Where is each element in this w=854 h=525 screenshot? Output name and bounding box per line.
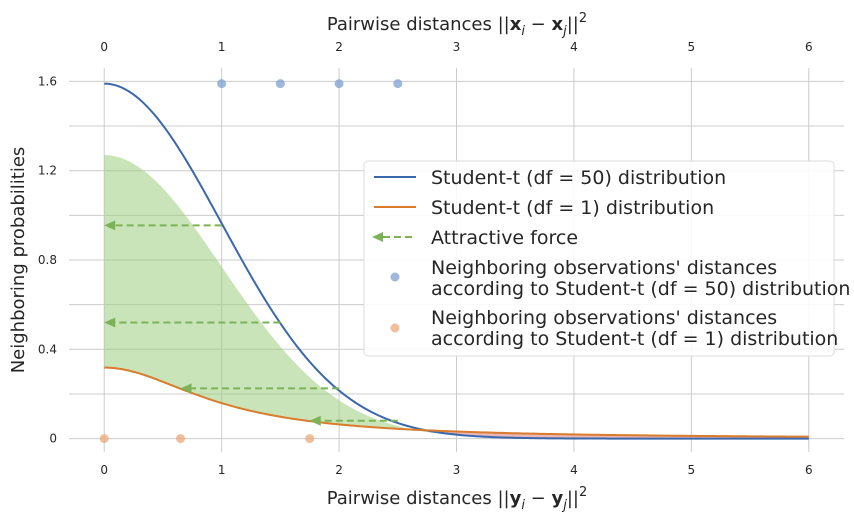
x-axis-bottom-title: Pairwise distances ||yi − yj||2 bbox=[327, 485, 588, 513]
series-line-df50 bbox=[104, 82, 809, 440]
scatter-point-dots_orange-1 bbox=[176, 434, 186, 444]
legend-label-dots1-line2: according to Student-t (df = 1) distribu… bbox=[431, 328, 838, 350]
x-tick-top-0: 0 bbox=[100, 40, 108, 54]
legend-label-dots50-line2: according to Student-t (df = 50) distrib… bbox=[431, 278, 850, 300]
x-tick-bottom-6: 6 bbox=[805, 463, 813, 477]
scatter-point-dots_orange-2 bbox=[305, 434, 315, 444]
y-tick-1.6: 1.6 bbox=[38, 74, 57, 88]
x-tick-top-5: 5 bbox=[688, 40, 696, 54]
x-axis-top-title: Pairwise distances ||xi − xj||2 bbox=[327, 11, 587, 39]
observation-dots bbox=[99, 79, 403, 444]
distribution-curves bbox=[104, 82, 809, 440]
legend-swatch-force-arrowhead bbox=[372, 232, 383, 242]
x-tick-bottom-0: 0 bbox=[100, 463, 108, 477]
x-tick-bottom-5: 5 bbox=[688, 463, 696, 477]
scatter-point-dots_blue-1 bbox=[275, 79, 285, 89]
scatter-point-dots_blue-3 bbox=[393, 79, 403, 89]
y-tick-1.2: 1.2 bbox=[38, 164, 57, 178]
x-tick-bottom-1: 1 bbox=[218, 463, 226, 477]
legend-label-dots1-line1: Neighboring observations' distances bbox=[431, 307, 777, 329]
x-tick-top-4: 4 bbox=[570, 40, 578, 54]
legend-box bbox=[363, 160, 835, 357]
force-arrowhead-3 bbox=[309, 415, 321, 426]
attractive-force-arrows bbox=[104, 220, 398, 426]
force-arrowhead-2 bbox=[180, 383, 192, 394]
legend: Student-t (df = 50) distribution Student… bbox=[363, 160, 850, 357]
y-tick-0.8: 0.8 bbox=[38, 253, 57, 267]
legend-label-force: Attractive force bbox=[431, 227, 578, 249]
tick-labels: 0 0 1 1 2 2 3 3 4 4 5 5 6 6 0 0.4 0.8 1.2 1.6 bbox=[38, 40, 813, 477]
y-axis-title: Neighboring probabilities bbox=[8, 147, 29, 374]
y-tick-0.4: 0.4 bbox=[38, 342, 57, 356]
scatter-point-dots_orange-0 bbox=[99, 434, 109, 444]
scatter-point-dots_blue-2 bbox=[334, 79, 344, 89]
legend-label-dots50-line1: Neighboring observations' distances bbox=[431, 257, 777, 279]
legend-label-df1: Student-t (df = 1) distribution bbox=[431, 197, 714, 219]
x-tick-bottom-4: 4 bbox=[570, 463, 578, 477]
y-tick-0: 0 bbox=[49, 432, 57, 446]
legend-swatch-dots1 bbox=[390, 323, 400, 333]
x-tick-bottom-3: 3 bbox=[453, 463, 461, 477]
force-arrowhead-0 bbox=[104, 220, 116, 231]
x-tick-top-6: 6 bbox=[805, 40, 813, 54]
x-tick-top-2: 2 bbox=[335, 40, 343, 54]
x-tick-top-1: 1 bbox=[218, 40, 226, 54]
x-tick-bottom-2: 2 bbox=[335, 463, 343, 477]
legend-swatch-dots50 bbox=[390, 272, 400, 282]
force-arrowhead-1 bbox=[104, 317, 116, 328]
series-line-df1 bbox=[104, 366, 809, 438]
x-tick-top-3: 3 bbox=[453, 40, 461, 54]
legend-label-df50: Student-t (df = 50) distribution bbox=[431, 167, 726, 189]
scatter-point-dots_blue-0 bbox=[217, 79, 227, 89]
